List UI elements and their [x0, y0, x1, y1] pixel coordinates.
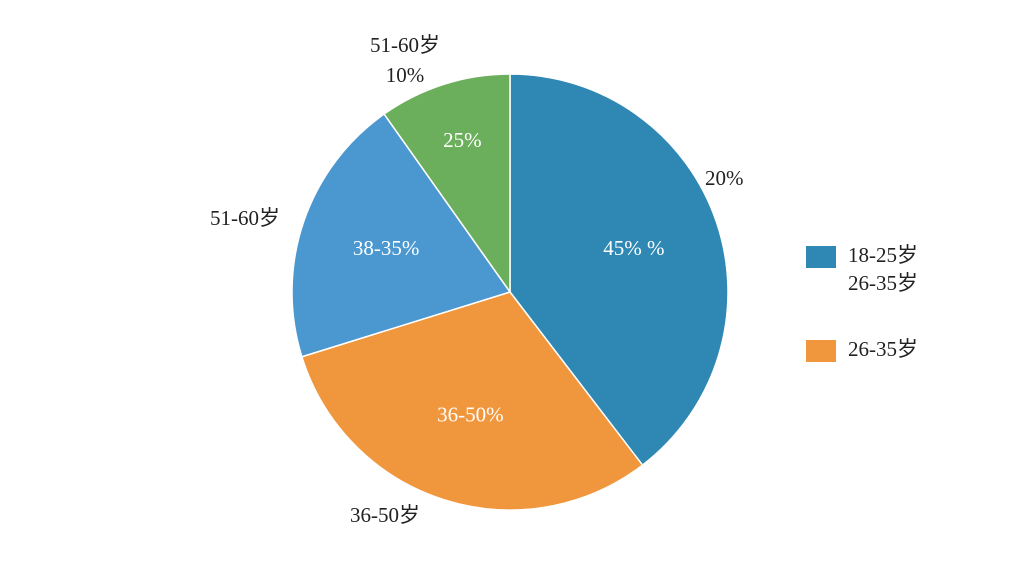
pie-slice	[300, 291, 644, 511]
slice-label: 25%	[443, 128, 482, 152]
legend-label: 26-35岁	[848, 337, 918, 361]
outer-label: 10%	[386, 63, 425, 87]
pie-slice	[291, 112, 512, 358]
slice-label: 45% %	[603, 236, 664, 260]
outer-label: 36-50岁	[350, 503, 420, 527]
pie-slice	[509, 73, 729, 467]
slice-label: 38-35%	[353, 236, 420, 260]
legend-label: 18-25岁	[848, 243, 918, 267]
slice-label: 36-50%	[437, 402, 504, 426]
legend-label: 26-35岁	[848, 271, 918, 295]
pie-slice	[383, 73, 511, 295]
outer-label: 20%	[705, 166, 744, 190]
legend-swatch	[806, 246, 836, 268]
outer-label: 51-60岁	[210, 206, 280, 230]
outer-label: 51-60岁	[370, 33, 440, 57]
legend-swatch	[806, 340, 836, 362]
